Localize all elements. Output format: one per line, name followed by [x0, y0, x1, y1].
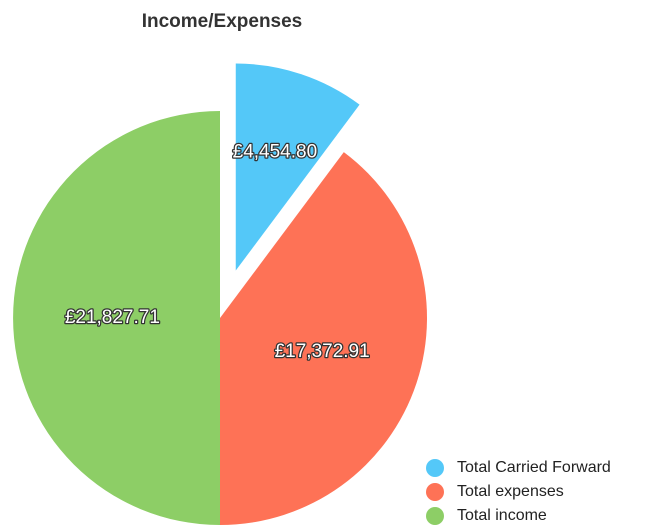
pie-slice	[13, 111, 220, 525]
data-label: £21,827.71	[65, 307, 160, 328]
chart-title: Income/Expenses	[142, 11, 303, 32]
legend-label: Total Carried Forward	[457, 459, 611, 476]
data-label: £4,454.80	[233, 142, 318, 163]
legend-swatch	[426, 459, 444, 477]
pie-slice	[235, 63, 360, 271]
legend-swatch	[426, 483, 444, 501]
legend-label: Total income	[457, 507, 547, 524]
legend-label: Total expenses	[457, 483, 564, 500]
data-label: £17,372.91	[275, 341, 370, 362]
pie-slice	[220, 152, 427, 525]
legend-swatch	[426, 507, 444, 525]
